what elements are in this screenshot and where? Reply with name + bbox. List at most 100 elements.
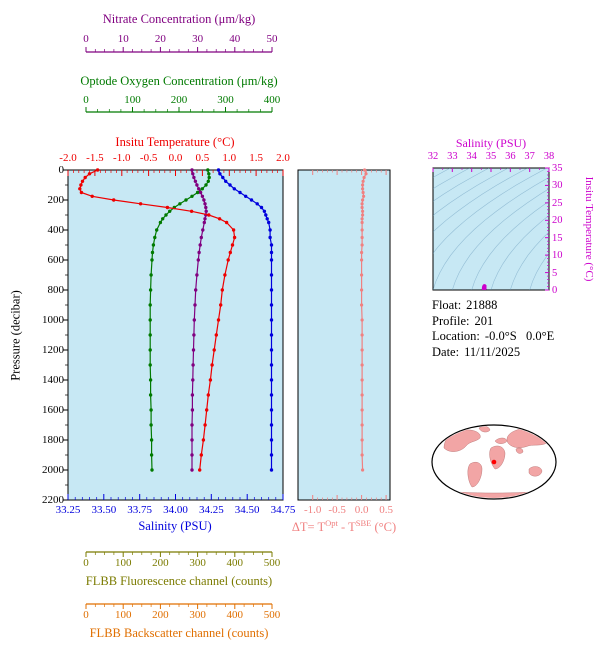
ts-salinity-tick-label: 37 — [524, 151, 535, 162]
profile-value: 201 — [474, 313, 494, 328]
ts-temperature-tick-label: 5 — [552, 267, 558, 279]
delta-t-label-suffix: (°C) — [371, 520, 397, 535]
pressure-tick-label: 1200 — [42, 344, 64, 356]
date-label: Date: — [432, 344, 460, 359]
delta-t-curve — [360, 168, 368, 472]
salinity-tick-label: 34.25 — [198, 504, 224, 516]
salinity-tick-label: 34.00 — [163, 504, 188, 516]
pressure-tick-label: 2000 — [42, 464, 64, 476]
backscatter-axis-title: FLBB Backscatter channel (counts) — [89, 626, 269, 640]
profile-label: Profile: — [432, 313, 470, 328]
continent-australia — [528, 466, 543, 477]
backscatter-tick-label: 500 — [263, 609, 281, 621]
nitrate-tick-label: 0 — [83, 33, 89, 45]
oxygen-axis — [85, 107, 273, 113]
pressure-tick-label: 2200 — [42, 494, 64, 506]
temperature-tick-label: 1.5 — [249, 152, 263, 164]
temperature-tick-label: 1.0 — [222, 152, 237, 164]
oxygen-tick-label: 0 — [83, 94, 89, 106]
backscatter-tick-label: 0 — [83, 609, 89, 621]
temperature-tick-label: -1.0 — [113, 152, 131, 164]
ts-salinity-tick-label: 36 — [505, 151, 516, 162]
backscatter-tick-label: 100 — [114, 609, 132, 621]
ts-salinity-axis-title: Salinity (PSU) — [455, 136, 527, 150]
temperature-tick-label: 0.5 — [195, 152, 210, 164]
world-map — [431, 424, 557, 500]
info-row-location: Location: -0.0°S 0.0°E — [432, 329, 554, 345]
nitrate-tick-label: 20 — [154, 33, 166, 45]
ts-salinity-axis-ticks — [432, 168, 550, 172]
fluorescence-tick-label: 500 — [263, 557, 281, 569]
pressure-tick-label: 200 — [47, 194, 65, 206]
location-value: -0.0°S 0.0°E — [484, 329, 555, 343]
ts-scatter — [481, 284, 487, 290]
temperature-tick-label: 0.0 — [168, 152, 183, 164]
backscatter-axis — [85, 603, 273, 609]
salinity-axis-ticks — [67, 494, 284, 500]
isopycnal-contours — [433, 168, 549, 290]
ts-temperature-axis-title: Insitu Temperature (°C) — [583, 176, 595, 282]
delta-t-label-sup2: SBE — [355, 518, 372, 528]
temperature-profile-curve — [78, 168, 237, 472]
ts-salinity-tick-label: 32 — [427, 151, 439, 162]
oxygen-tick-label: 100 — [124, 94, 141, 106]
nitrate-profile-curve — [190, 168, 208, 472]
delta-t-label-prefix: ΔT= T — [291, 520, 326, 535]
date-value: 11/11/2025 — [464, 344, 521, 359]
pressure-tick-label: 1400 — [42, 374, 64, 386]
salinity-tick-label: 33.25 — [55, 504, 81, 516]
continent-south-america — [467, 462, 483, 488]
ts-temperature-tick-label: 30 — [552, 180, 563, 192]
backscatter-tick-label: 300 — [189, 609, 206, 621]
info-row-date: Date: 11/11/2025 — [432, 345, 554, 361]
ts-salinity-tick-label: 38 — [543, 151, 555, 162]
delta-t-tick-label: 0.5 — [379, 504, 393, 516]
salinity-tick-label: 34.50 — [234, 504, 260, 516]
float-info-block: Float: 21888 Profile: 201 Location: -0.0°S … — [432, 298, 554, 360]
temperature-tick-label: -2.0 — [59, 152, 77, 164]
fluorescence-tick-label: 200 — [152, 557, 169, 569]
fluorescence-tick-label: 300 — [189, 557, 206, 569]
ts-temperature-tick-label: 10 — [552, 250, 563, 262]
float-location-marker — [491, 459, 497, 465]
pressure-axis-title: Pressure (decibar) — [8, 290, 23, 381]
fluorescence-tick-label: 400 — [226, 557, 244, 569]
pressure-tick-label: 600 — [47, 254, 65, 266]
salinity-tick-label: 33.75 — [127, 504, 153, 516]
delta-t-tick-label: -0.5 — [328, 504, 346, 516]
fluorescence-tick-label: 100 — [114, 557, 132, 569]
fluorescence-axis-title: FLBB Fluorescence channel (counts) — [85, 574, 273, 588]
ts-temperature-tick-label: 15 — [552, 232, 563, 244]
backscatter-tick-label: 400 — [226, 609, 244, 621]
ts-temperature-tick-label: 0 — [552, 285, 558, 296]
nitrate-tick-label: 30 — [192, 33, 204, 45]
delta-t-axis-title: ΔT= TOpt - TSBE (°C) — [292, 518, 396, 535]
pressure-tick-label: 1000 — [42, 314, 64, 326]
ts-panel — [432, 167, 550, 291]
ts-temperature-axis-ticks — [545, 167, 549, 291]
float-label: Float: — [432, 298, 462, 312]
salinity-tick-label: 33.50 — [91, 504, 117, 516]
pressure-tick-label: 800 — [47, 284, 65, 296]
oxygen-tick-label: 400 — [263, 94, 281, 106]
temperature-tick-label: -1.5 — [86, 152, 104, 164]
ts-salinity-tick-label: 33 — [447, 151, 458, 162]
pressure-tick-label: 0 — [58, 164, 65, 176]
main-plot-panel — [67, 169, 284, 501]
nitrate-tick-label: 50 — [266, 33, 278, 45]
nitrate-tick-label: 40 — [229, 33, 241, 45]
nitrate-axis — [85, 47, 273, 53]
info-row-float: Float: 21888 — [432, 298, 554, 314]
info-row-profile: Profile: 201 — [432, 314, 554, 330]
temperature-tick-label: -0.5 — [139, 152, 158, 164]
continent-india — [515, 447, 524, 454]
location-label: Location: — [432, 329, 480, 343]
salinity-tick-label: 34.75 — [270, 504, 296, 516]
ts-temperature-tick-label: 25 — [552, 197, 563, 209]
salinity-profile-curve — [216, 168, 274, 472]
float-value: 21888 — [466, 298, 498, 312]
ts-temperature-tick-label: 20 — [552, 215, 563, 227]
oxygen-tick-label: 200 — [170, 94, 188, 106]
backscatter-tick-label: 200 — [152, 609, 169, 621]
